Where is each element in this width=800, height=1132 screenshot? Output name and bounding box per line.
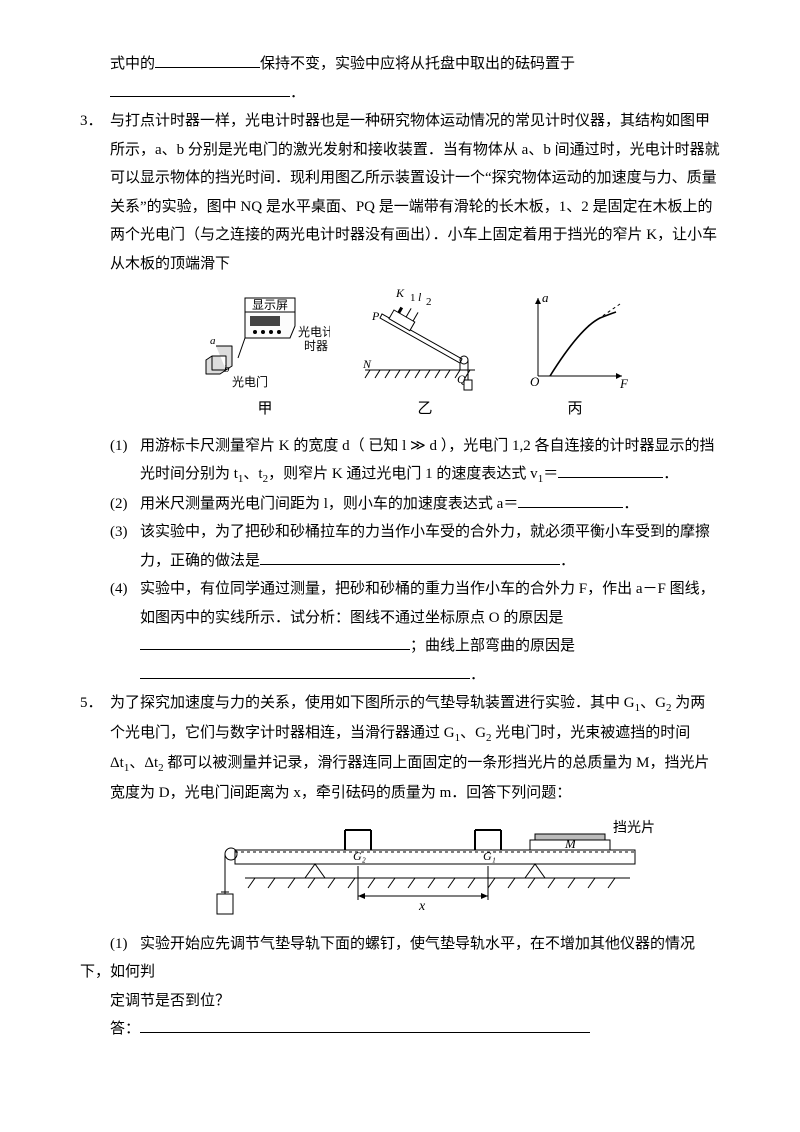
svg-text:2: 2 — [426, 296, 432, 308]
blank — [260, 548, 560, 565]
intro-blank-line: ． — [80, 79, 720, 108]
diagram-photogate-timer: 显示屏 光电计 时器 a b 光电门 — [200, 288, 330, 393]
svg-text:光电计: 光电计 — [298, 325, 330, 339]
svg-text:G₁: G₁ — [483, 849, 496, 863]
q3-number: 3． — [80, 107, 110, 689]
q5-tail2: 定调节是否到位？ — [80, 987, 720, 1016]
blank — [140, 634, 410, 651]
svg-text:K: K — [395, 288, 405, 300]
q5-figure: G₂ G₁ M 挡光片 x — [110, 816, 720, 926]
figure-bing: a F O 丙 — [520, 288, 630, 424]
diagram-incline: K 1 l 2 P N Q — [360, 288, 490, 393]
svg-text:光电门: 光电门 — [232, 374, 268, 389]
figure-yi: K 1 l 2 P N Q 乙 — [360, 288, 490, 424]
svg-text:a: a — [210, 335, 216, 347]
svg-text:O: O — [530, 374, 540, 389]
svg-text:1: 1 — [410, 292, 416, 304]
svg-text:显示屏: 显示屏 — [252, 298, 288, 312]
intro-fragment: 式中的 保持不变，实验中应将从托盘中取出的砝码置于 — [80, 50, 720, 79]
intro-text-a: 式中的 — [110, 56, 155, 72]
q3-figures: 显示屏 光电计 时器 a b 光电门 甲 — [110, 288, 720, 424]
svg-text:M: M — [564, 836, 577, 851]
blank — [155, 52, 260, 69]
blank — [110, 80, 290, 97]
svg-text:F: F — [619, 376, 629, 391]
caption-yi: 乙 — [360, 395, 490, 424]
q5-paragraph: 为了探究加速度与力的关系，使用如下图所示的气垫导轨装置进行实验．其中 G1、G2… — [110, 689, 720, 807]
q3-sub2: (2) 用米尺测量两光电门间距为 l，则小车的加速度表达式 a＝． — [110, 490, 720, 519]
diagram-air-track: G₂ G₁ M 挡光片 x — [175, 816, 655, 926]
svg-text:x: x — [418, 899, 426, 914]
figure-jia: 显示屏 光电计 时器 a b 光电门 甲 — [200, 288, 330, 424]
blank — [140, 1017, 590, 1034]
question-5: 5． 为了探究加速度与力的关系，使用如下图所示的气垫导轨装置进行实验．其中 G1… — [80, 689, 720, 958]
q5-number: 5． — [80, 689, 110, 958]
svg-text:N: N — [362, 357, 372, 371]
q5-tail1: 下，如何判 — [80, 958, 720, 987]
svg-text:b: b — [224, 363, 230, 375]
svg-text:l: l — [418, 290, 422, 304]
svg-text:P: P — [371, 309, 380, 323]
q3-paragraph: 与打点计时器一样，光电计时器也是一种研究物体运动情况的常见计时仪器，其结构如图甲… — [110, 107, 720, 278]
svg-text:G₂: G₂ — [353, 849, 366, 863]
question-3: 3． 与打点计时器一样，光电计时器也是一种研究物体运动情况的常见计时仪器，其结构… — [80, 107, 720, 689]
diagram-aF-graph: a F O — [520, 288, 630, 393]
svg-text:a: a — [542, 290, 549, 305]
caption-bing: 丙 — [520, 395, 630, 424]
blank — [140, 662, 470, 679]
q3-sub1: (1) 用游标卡尺测量窄片 K 的宽度 d（ 已知 l ≫ d ），光电门 1,… — [110, 432, 720, 490]
q5-sub1: (1) 实验开始应先调节气垫导轨下面的螺钉，使气垫导轨水平，在不增加其他仪器的情… — [110, 930, 720, 959]
svg-text:Q: Q — [457, 372, 466, 386]
caption-jia: 甲 — [200, 395, 330, 424]
q3-sub3: (3) 该实验中，为了把砂和砂桶拉车的力当作小车受的合外力，就必须平衡小车受到的… — [110, 518, 720, 575]
svg-text:时器: 时器 — [304, 339, 328, 353]
q5-answer-line: 答： — [80, 1015, 720, 1044]
intro-text-b: 保持不变，实验中应将从托盘中取出的砝码置于 — [260, 56, 575, 72]
svg-text:挡光片: 挡光片 — [613, 820, 655, 836]
q3-sub4: (4) 实验中，有位同学通过测量，把砂和砂桶的重力当作小车的合外力 F，作出 a… — [110, 575, 720, 689]
blank — [518, 491, 623, 508]
blank — [558, 462, 663, 479]
